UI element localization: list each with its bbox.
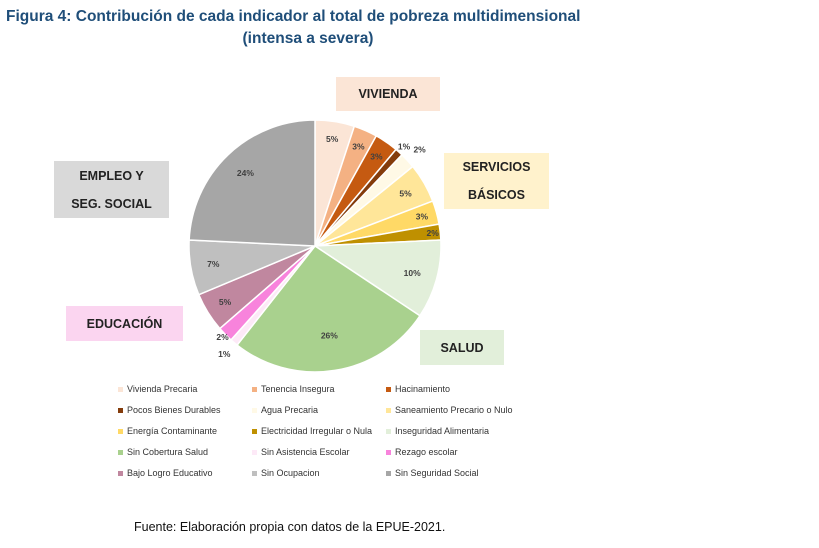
- legend-item: Energía Contaminante: [118, 426, 217, 436]
- legend-item: Tenencia Insegura: [252, 384, 335, 394]
- legend-label: Bajo Logro Educativo: [127, 468, 213, 478]
- legend-label: Sin Cobertura Salud: [127, 447, 209, 457]
- legend-swatch: [386, 449, 391, 455]
- slice-data-label: 26%: [321, 331, 338, 341]
- slice-data-label: 5%: [219, 297, 232, 307]
- legend-swatch: [118, 470, 123, 476]
- legend-swatch: [118, 407, 123, 413]
- legend-swatch: [386, 470, 391, 476]
- legend-item: Electricidad Irregular o Nula: [252, 426, 372, 436]
- legend-swatch: [118, 428, 123, 434]
- pie-slice: [312, 239, 442, 317]
- chart-title: Figura 4: Contribución de cada indicador…: [6, 6, 610, 50]
- category-label-vivienda: VIVIENDA: [336, 77, 440, 111]
- legend-label: Hacinamiento: [395, 384, 451, 394]
- legend-swatch: [386, 407, 391, 413]
- slice-data-label: 1%: [398, 141, 411, 151]
- legend-item: Inseguridad Alimentaria: [386, 426, 489, 436]
- legend-label: Rezago escolar: [395, 447, 458, 457]
- legend-label: Energía Contaminante: [127, 426, 218, 436]
- legend-label: Pocos Bienes Durables: [127, 405, 221, 415]
- legend-item: Sin Cobertura Salud: [118, 447, 208, 457]
- slice-data-label: 24%: [237, 168, 254, 178]
- legend-swatch: [386, 428, 391, 434]
- legend-swatch: [252, 449, 257, 455]
- legend-label: Sin Ocupacion: [261, 468, 320, 478]
- legend-swatch: [252, 407, 257, 413]
- source-note: Fuente: Elaboración propia con datos de …: [134, 520, 446, 534]
- legend-swatch: [252, 428, 257, 434]
- legend-label: Saneamiento Precario o Nulo: [395, 405, 513, 415]
- legend-item: Rezago escolar: [386, 447, 458, 457]
- pie-slice: [188, 119, 316, 247]
- legend-swatch: [118, 449, 123, 455]
- legend-item: Bajo Logro Educativo: [118, 468, 213, 478]
- category-label-salud: SALUD: [420, 330, 504, 365]
- slice-data-label: 5%: [326, 134, 339, 144]
- legend-item: Pocos Bienes Durables: [118, 405, 221, 415]
- slice-data-label: 7%: [207, 259, 220, 269]
- legend-swatch: [252, 386, 257, 392]
- legend-item: Hacinamiento: [386, 384, 450, 394]
- legend-swatch: [252, 470, 257, 476]
- legend-item: Vivienda Precaria: [118, 384, 197, 394]
- chart-title-line1: Figura 4: Contribución de cada indicador…: [6, 8, 581, 25]
- slice-data-label: 2%: [413, 144, 426, 154]
- legend-swatch: [386, 386, 391, 392]
- category-label-servicios: SERVICIOS BÁSICOS: [444, 153, 549, 209]
- slice-data-label: 3%: [370, 152, 383, 162]
- slice-data-label: 2%: [216, 332, 229, 342]
- slice-data-label: 1%: [218, 349, 231, 359]
- slice-data-label: 10%: [404, 268, 421, 278]
- legend-label: Inseguridad Alimentaria: [395, 426, 490, 436]
- pie-slice: [236, 244, 421, 373]
- legend-label: Agua Precaria: [261, 405, 319, 415]
- legend-label: Vivienda Precaria: [127, 384, 198, 394]
- slice-data-label: 3%: [416, 211, 429, 221]
- category-label-empleo: EMPLEO Y SEG. SOCIAL: [54, 161, 169, 218]
- legend-label: Sin Asistencia Escolar: [261, 447, 350, 457]
- legend-item: Sin Seguridad Social: [386, 468, 479, 478]
- slice-data-label: 5%: [399, 189, 412, 199]
- legend-swatch: [118, 386, 123, 392]
- legend-item: Sin Asistencia Escolar: [252, 447, 350, 457]
- legend-label: Tenencia Insegura: [261, 384, 335, 394]
- slice-data-label: 3%: [352, 142, 365, 152]
- chart-title-line2: (intensa a severa): [242, 30, 374, 47]
- legend-item: Agua Precaria: [252, 405, 318, 415]
- legend-item: Saneamiento Precario o Nulo: [386, 405, 513, 415]
- slice-data-label: 2%: [427, 228, 440, 238]
- legend-label: Sin Seguridad Social: [395, 468, 479, 478]
- legend-label: Electricidad Irregular o Nula: [261, 426, 373, 436]
- category-label-educacion: EDUCACIÓN: [66, 306, 183, 341]
- legend-item: Sin Ocupacion: [252, 468, 320, 478]
